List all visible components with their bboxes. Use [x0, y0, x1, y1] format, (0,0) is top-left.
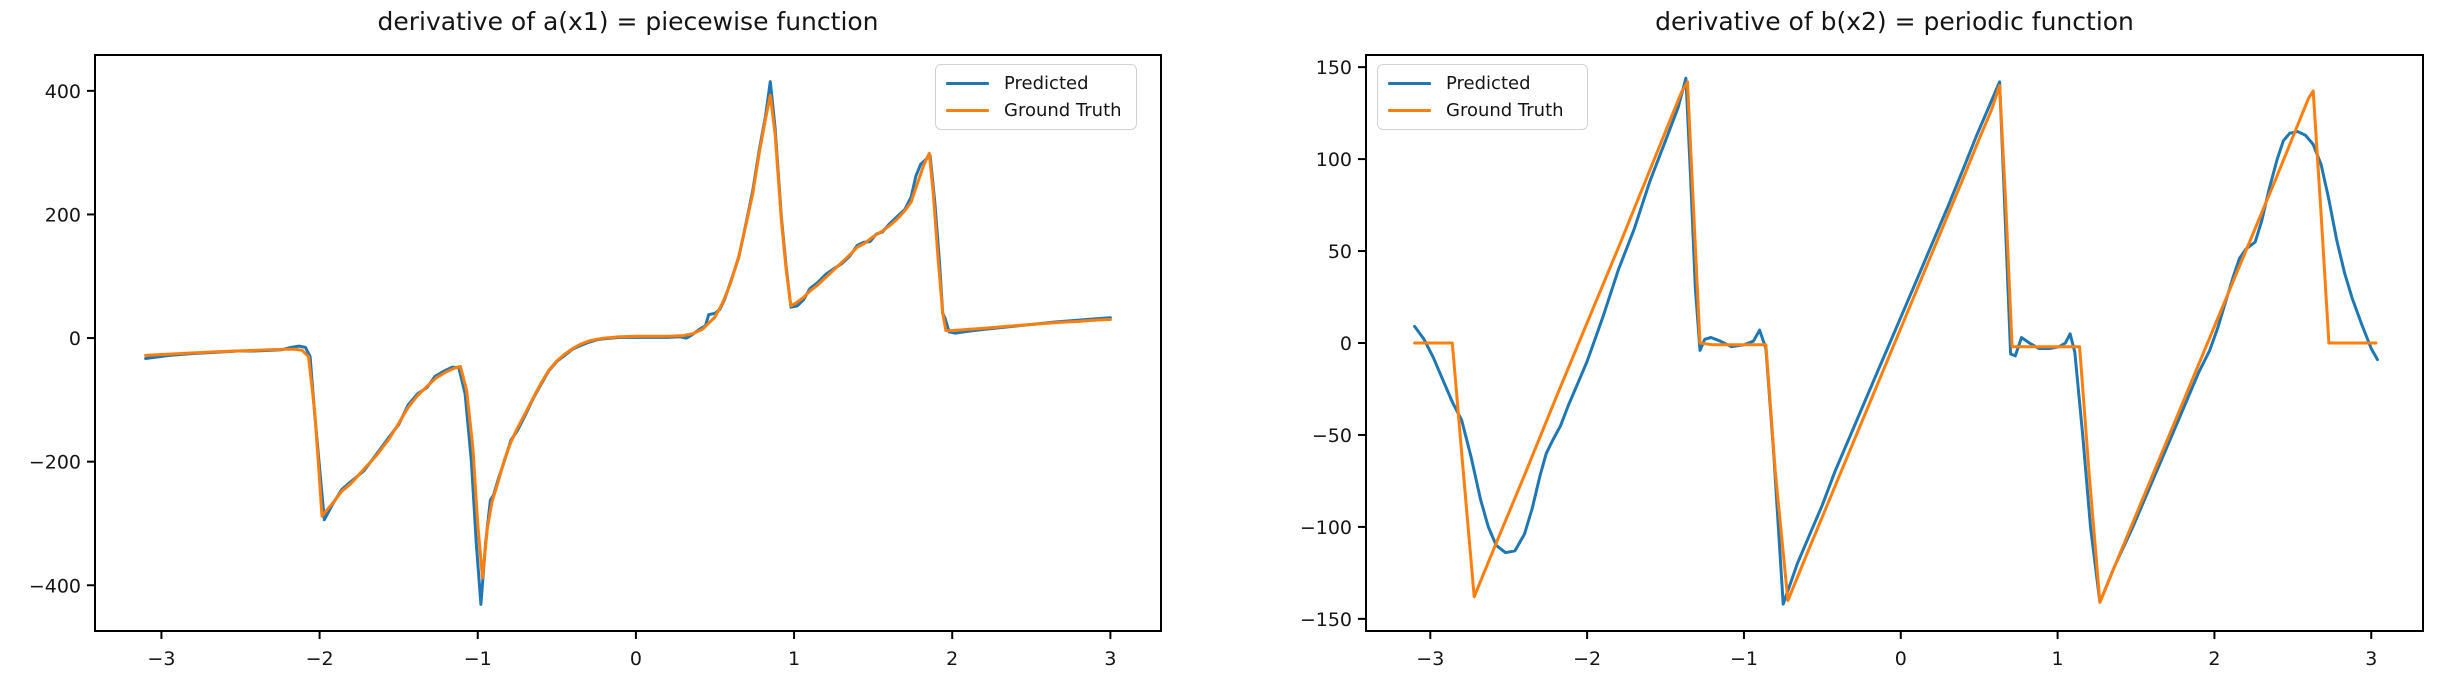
- x-tick-label: −1: [464, 648, 492, 670]
- y-tick-label: −400: [29, 575, 81, 597]
- legend-item-ground-truth: Ground Truth: [946, 97, 1126, 124]
- x-tick-label: 3: [1104, 648, 1116, 670]
- x-tick-label: −3: [1416, 648, 1444, 670]
- plot-frame: [94, 54, 1162, 632]
- left-chart-legend: Predicted Ground Truth: [935, 64, 1137, 130]
- y-tick-label: −100: [1300, 517, 1352, 539]
- right-chart-title: derivative of b(x2) = periodic function: [1655, 7, 2134, 36]
- x-tick-label: −2: [1573, 648, 1601, 670]
- y-tick-label: 0: [1340, 333, 1352, 355]
- legend-item-ground-truth: Ground Truth: [1388, 97, 1577, 124]
- legend-label-predicted: Predicted: [1446, 73, 1531, 94]
- x-tick-label: 1: [2052, 648, 2064, 670]
- x-tick-label: 3: [2365, 648, 2377, 670]
- y-tick-label: 400: [45, 81, 81, 103]
- y-tick-label: 150: [1316, 57, 1352, 79]
- legend-item-predicted: Predicted: [1388, 70, 1577, 97]
- series-line-predicted: [144, 80, 1112, 606]
- x-tick-label: −3: [147, 648, 175, 670]
- legend-label-predicted: Predicted: [1004, 73, 1089, 94]
- ground-truth-line-swatch: [1388, 108, 1431, 113]
- x-tick-label: −1: [1730, 648, 1758, 670]
- series-line-ground-truth: [1413, 80, 2378, 604]
- y-tick-label: −200: [29, 452, 81, 474]
- y-tick-label: −50: [1312, 425, 1352, 447]
- ground-truth-line-swatch: [946, 108, 989, 113]
- y-tick-label: 50: [1328, 241, 1352, 263]
- y-tick-label: −150: [1300, 609, 1352, 631]
- legend-item-predicted: Predicted: [946, 70, 1126, 97]
- series-line-ground-truth: [144, 93, 1112, 580]
- legend-label-ground-truth: Ground Truth: [1004, 100, 1122, 121]
- left-chart-title: derivative of a(x1) = piecewise function: [377, 7, 879, 36]
- legend-label-ground-truth: Ground Truth: [1446, 100, 1564, 121]
- predicted-line-swatch: [1388, 81, 1431, 86]
- y-tick-label: 100: [1316, 149, 1352, 171]
- predicted-line-swatch: [946, 81, 989, 86]
- x-tick-label: 2: [2208, 648, 2220, 670]
- x-tick-label: −2: [306, 648, 334, 670]
- x-tick-label: 1: [788, 648, 800, 670]
- x-tick-label: 0: [630, 648, 642, 670]
- right-chart-legend: Predicted Ground Truth: [1377, 64, 1588, 130]
- x-tick-label: 2: [946, 648, 958, 670]
- x-tick-label: 0: [1895, 648, 1907, 670]
- y-tick-label: 200: [45, 204, 81, 226]
- y-tick-label: 0: [69, 328, 81, 350]
